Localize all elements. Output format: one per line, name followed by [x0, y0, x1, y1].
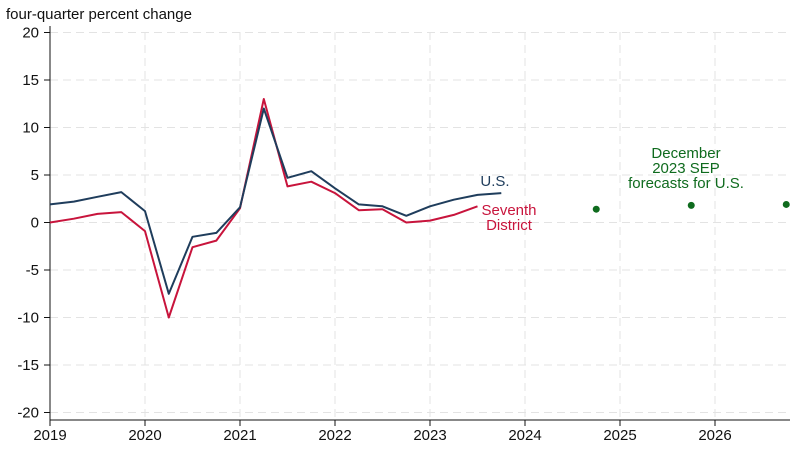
y-tick-label: 0 — [31, 215, 39, 232]
forecast-label: 2023 SEP — [652, 160, 720, 177]
y-tick-label: -20 — [17, 405, 39, 422]
x-tick-label: 2026 — [698, 427, 731, 444]
y-tick-label: -15 — [17, 357, 39, 374]
forecast-label: December — [651, 145, 720, 162]
grid-lines — [49, 32, 790, 420]
y-axis-ticks: 20 15 10 5 0 -5 -10 -15 -20 — [17, 25, 50, 422]
us-series-line — [49, 107, 502, 295]
seventh-district-series-label: District — [486, 217, 533, 234]
forecast-points — [592, 200, 790, 213]
us-series-label: U.S. — [480, 173, 509, 190]
x-tick-label: 2020 — [128, 427, 161, 444]
y-tick-label: 15 — [22, 72, 39, 89]
y-tick-label: -5 — [26, 262, 39, 279]
x-axis-ticks: 2019 2020 2021 2022 2023 2024 2025 2026 — [33, 420, 732, 444]
forecast-point — [687, 201, 695, 209]
y-axis-unit-label: four-quarter percent change — [6, 6, 192, 23]
forecast-point — [782, 200, 790, 208]
annotations: four-quarter percent change U.S.SeventhD… — [6, 6, 744, 234]
forecast-point — [592, 205, 600, 213]
x-tick-label: 2024 — [508, 427, 541, 444]
x-tick-label: 2022 — [318, 427, 351, 444]
y-tick-label: 5 — [31, 167, 39, 184]
y-tick-label: 20 — [22, 25, 39, 42]
x-tick-label: 2025 — [603, 427, 636, 444]
y-tick-label: 10 — [22, 120, 39, 137]
y-tick-label: -10 — [17, 310, 39, 327]
x-tick-label: 2021 — [223, 427, 256, 444]
x-tick-label: 2019 — [33, 427, 66, 444]
seventh-district-series-line — [49, 98, 478, 319]
series-lines — [49, 98, 502, 319]
forecast-label: forecasts for U.S. — [628, 175, 744, 192]
x-tick-label: 2023 — [413, 427, 446, 444]
seventh-district-series-label: Seventh — [481, 202, 536, 219]
